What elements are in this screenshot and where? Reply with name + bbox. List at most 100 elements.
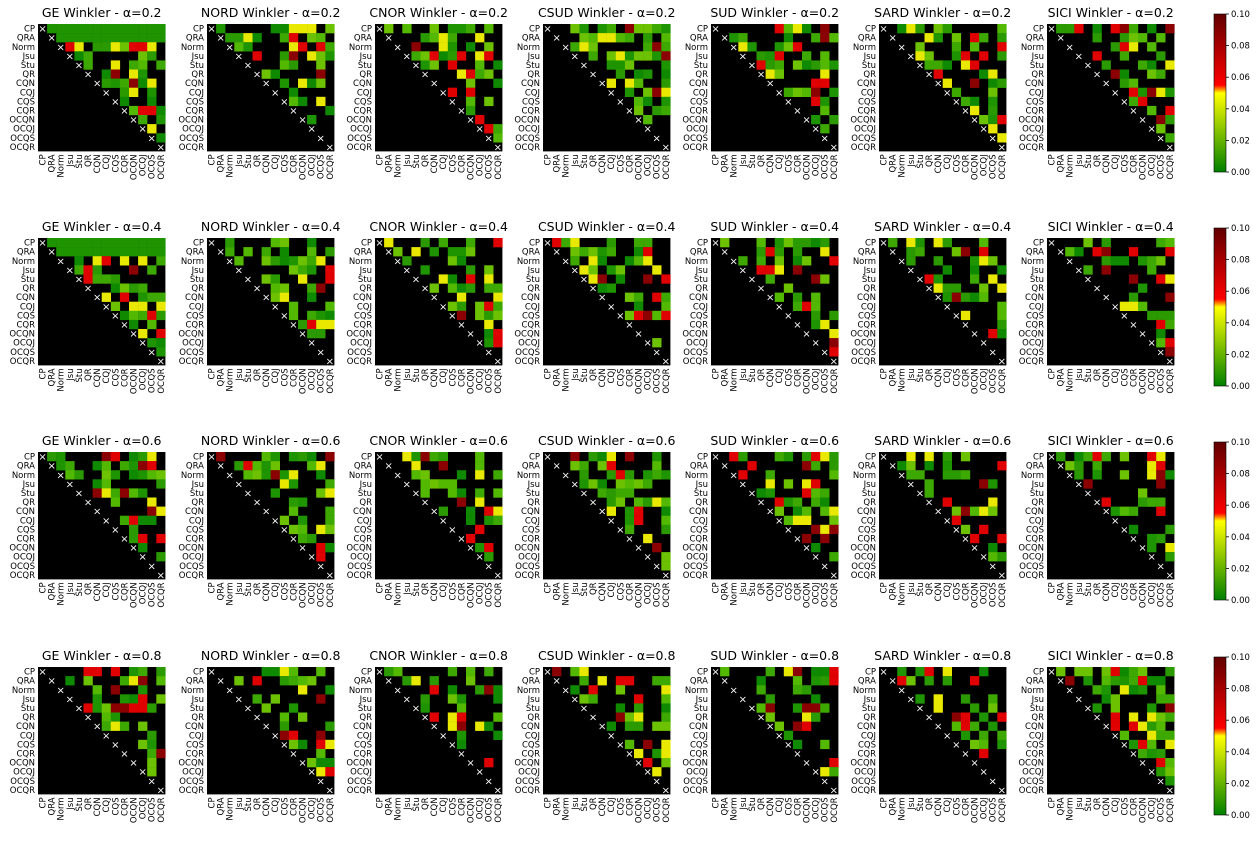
heatmap-cell [1128,87,1139,97]
heatmap-cell [384,667,394,677]
heatmap-cell [110,452,121,462]
heatmap-cell [156,115,166,125]
y-tick-label: CQR [689,749,708,759]
heatmap-cell [765,51,775,61]
heatmap-cell [802,479,812,489]
heatmap-cell [588,42,598,52]
x-tick-label: OCQS [485,154,495,179]
diagonal-marker: × [643,767,651,778]
x-tick-label: OCQS [1157,154,1167,179]
heatmap-cell [802,452,812,462]
heatmap-cell [624,310,635,321]
x-tick-label: QR [1093,368,1103,381]
diagonal-marker: × [711,452,719,463]
x-tick-label: OCQS [317,797,327,822]
x-tick-label: CQN [430,368,440,387]
heatmap-cell [933,238,943,248]
diagonal-marker: × [662,356,670,367]
y-tick-label: Jsu [191,695,204,705]
diagonal-marker: × [1157,776,1165,787]
panel-title: CNOR Winkler - α=0.8 [369,648,508,663]
diagonal-marker: × [439,516,447,527]
y-tick-label: CQJ [693,731,708,741]
heatmap-cell [624,87,635,97]
heatmap-cell [475,452,485,462]
heatmap-cell [138,676,148,686]
heatmap-cell [493,310,503,321]
heatmap-cell [915,24,925,34]
heatmap-cell [475,310,485,321]
heatmap-cell [411,247,421,257]
heatmap-cell [988,497,998,507]
heatmap-cell [970,506,980,516]
y-tick-label: OCQN [178,544,204,554]
heatmap-cell [1165,247,1175,257]
heatmap-cell [606,33,616,43]
diagonal-marker: × [485,133,493,144]
heatmap-cell [56,247,66,257]
heatmap-cell [493,470,503,480]
diagonal-marker: × [989,133,997,144]
heatmap-cell [979,283,989,293]
heatmap-cell [316,319,326,330]
y-tick-label: Norm [12,471,35,481]
y-tick-label: OCQN [9,544,35,554]
heatmap-cell [942,238,952,248]
heatmap-cell [802,461,812,471]
y-tick-label: OCQJ [686,339,708,349]
heatmap-cell [774,69,784,79]
heatmap-cell [270,470,280,480]
x-tick-label: CQS [952,797,962,815]
heatmap-cell [597,24,607,34]
heatmap-cell [811,703,821,713]
heatmap-cell [438,461,448,471]
heatmap-cell [129,488,139,498]
heatmap-cell [261,274,271,284]
heatmap-cell [979,479,989,489]
diagonal-marker: × [989,347,997,358]
diagonal-marker: × [811,338,819,349]
heatmap-cell [138,533,148,544]
heatmap-cell [624,739,635,750]
heatmap-cell [802,488,812,498]
y-tick-label: OCQS [683,777,708,787]
heatmap-cell [261,461,271,471]
x-tick-label: OCQN [635,368,645,394]
heatmap-cell [588,265,598,275]
diagonal-marker: × [616,311,624,322]
heatmap-cell [307,283,317,293]
heatmap-cell [774,265,784,275]
heatmap-cell [774,506,784,516]
x-tick-label: OCQJ [980,797,990,819]
heatmap-cell [325,319,335,330]
y-tick-label: OCQS [347,562,372,572]
heatmap-cell [138,78,148,88]
diagonal-marker: × [289,749,297,760]
diagonal-marker: × [821,133,829,144]
x-tick-label: CP [39,154,49,165]
x-tick-label: Norm [57,368,67,391]
heatmap-cell [270,488,280,498]
diagonal-marker: × [298,758,306,769]
x-tick-label: QRA [553,154,563,172]
heatmap-cell [429,685,439,695]
x-tick-label: CP [1048,154,1058,165]
x-tick-label: CQJ [775,154,785,169]
x-tick-label: CQN [262,582,272,601]
heatmap-cell [997,133,1007,143]
heatmap-cell [1165,776,1175,786]
y-tick-label: OCQR [1019,786,1044,796]
heatmap-cell [429,247,439,257]
heatmap-cell [942,283,952,293]
x-tick-label: Jsu [66,797,76,810]
y-tick-label: CP [193,25,204,35]
heatmap-cell [1147,24,1157,34]
heatmap-cell [110,667,121,677]
y-tick-label: QR [191,713,204,723]
heatmap-cell [802,238,812,248]
y-tick-label: CQS [690,525,708,535]
heatmap-cell [493,712,503,722]
panel-sard-alpha-0.2: SARD Winkler - α=0.2××××××××××××××CPQRAN… [850,5,1011,180]
heatmap-cell [156,338,166,348]
diagonal-marker: × [148,347,156,358]
